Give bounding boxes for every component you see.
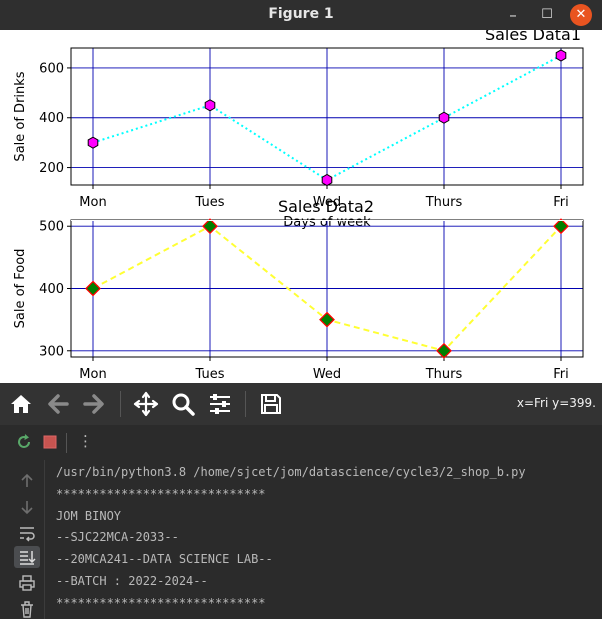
- x-tick-label: Mon: [79, 195, 106, 210]
- move-icon[interactable]: [133, 391, 159, 417]
- toolbar-separator: [120, 391, 121, 417]
- y-axis-label: Sale of Food: [13, 249, 28, 329]
- charts-svg: 200 400 600 Mon Tues Wed Thurs Fri Sale of Drink…: [13, 25, 584, 382]
- y-tick-label: 400: [39, 111, 64, 126]
- x-tick-label: Tues: [195, 195, 225, 210]
- figure-canvas[interactable]: 200 400 600 Mon Tues Wed Thurs Fri Sale of Drink…: [0, 25, 602, 383]
- data-point-marker: [553, 218, 569, 235]
- y-tick-label: 600: [39, 61, 64, 76]
- minimize-button[interactable]: –: [509, 6, 517, 24]
- data-point-marker: [436, 342, 452, 359]
- data-point-marker: [204, 99, 216, 112]
- console-line: *****************************: [56, 487, 266, 501]
- trash-icon[interactable]: [18, 600, 36, 618]
- cursor-coordinates: x=Fri y=399.: [516, 396, 596, 410]
- scroll-to-end-icon[interactable]: [18, 548, 36, 566]
- x-tick-label: Fri: [553, 367, 569, 382]
- soft-wrap-icon[interactable]: [18, 524, 36, 542]
- rerun-icon[interactable]: [15, 433, 33, 451]
- close-button[interactable]: ✕: [570, 4, 592, 26]
- plot-toolbar: x=Fri y=399.: [0, 383, 602, 425]
- data-point-marker: [321, 173, 333, 187]
- data-point-marker: [85, 280, 101, 297]
- arrow-down-icon[interactable]: [18, 498, 36, 516]
- data-point-marker: [555, 49, 567, 62]
- more-options-button[interactable]: ⋮: [78, 432, 93, 450]
- arrow-right-icon[interactable]: [81, 391, 107, 417]
- arrow-up-icon[interactable]: [18, 472, 36, 490]
- console-line: JOM BINOY: [56, 509, 122, 523]
- chart-title: Sales Data2: [278, 197, 374, 216]
- data-point-marker: [319, 311, 335, 328]
- window-title: Figure 1: [268, 6, 334, 22]
- home-icon[interactable]: [8, 391, 34, 417]
- console-output[interactable]: /usr/bin/python3.8 /home/sjcet/jom/datas…: [45, 460, 602, 619]
- run-panel-toolbar: ⋮: [0, 425, 602, 461]
- maximize-button[interactable]: ☐: [541, 7, 553, 22]
- sliders-icon[interactable]: [207, 391, 233, 417]
- chart-title: Sales Data1: [485, 30, 581, 44]
- x-tick-label: Tues: [195, 367, 225, 382]
- console-line: --20MCA241--DATA SCIENCE LAB--: [56, 552, 273, 566]
- floppy-icon[interactable]: [258, 391, 284, 417]
- y-tick-label: 300: [39, 344, 64, 359]
- x-tick-label: Wed: [313, 195, 341, 210]
- y-axis-label: Sale of Drinks: [13, 71, 28, 161]
- x-tick-label: Fri: [553, 195, 569, 210]
- print-icon[interactable]: [18, 574, 36, 592]
- axes-overlap: [71, 220, 583, 221]
- console-line: --BATCH : 2022-2024--: [56, 574, 208, 588]
- y-tick-label: 400: [39, 282, 64, 297]
- arrow-left-icon[interactable]: [45, 391, 71, 417]
- data-point-marker: [87, 136, 99, 149]
- x-tick-label: Wed: [313, 367, 341, 382]
- console-line: --SJC22MCA-2033--: [56, 530, 179, 544]
- y-tick-label: 500: [39, 220, 64, 235]
- data-point-marker: [438, 111, 450, 124]
- x-tick-label: Mon: [79, 367, 106, 382]
- data-point-marker: [202, 218, 218, 235]
- console-gutter: [0, 460, 45, 619]
- x-tick-label: Thurs: [425, 195, 463, 210]
- toolbar-separator: [245, 391, 246, 417]
- window-titlebar: Figure 1 – ☐ ✕: [0, 0, 602, 30]
- x-tick-label: Thurs: [425, 367, 463, 382]
- console-line: /usr/bin/python3.8 /home/sjcet/jom/datas…: [56, 465, 526, 479]
- run-separator: [66, 433, 67, 453]
- stop-icon[interactable]: [42, 434, 58, 450]
- y-tick-label: 200: [39, 161, 64, 176]
- magnifier-icon[interactable]: [170, 391, 196, 417]
- console-line: *****************************: [56, 596, 266, 610]
